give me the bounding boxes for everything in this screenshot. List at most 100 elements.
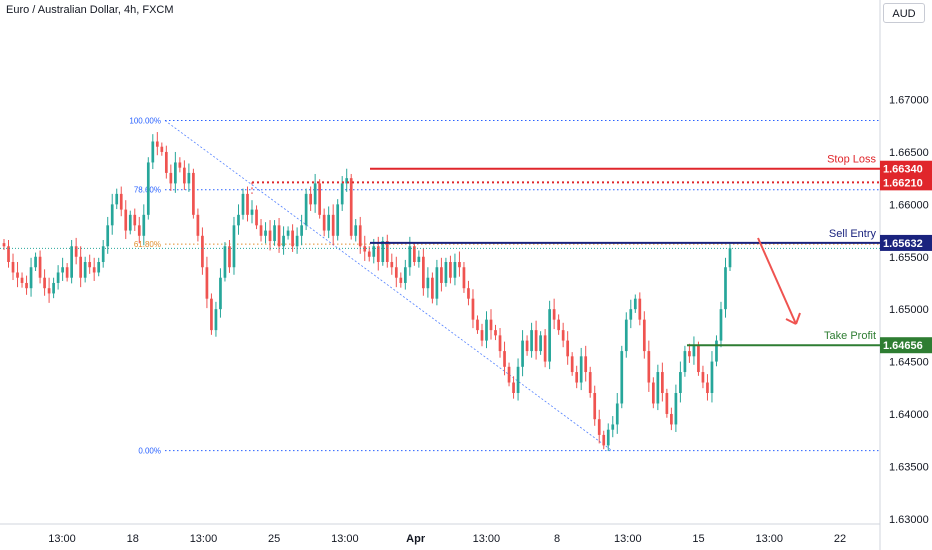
price-tick-label: 1.65000 <box>889 304 929 316</box>
candle-body <box>620 351 624 404</box>
candle <box>394 256 398 288</box>
candle-body <box>435 267 439 299</box>
candle-body <box>624 319 628 352</box>
candle-body <box>688 351 691 357</box>
candle-body <box>295 235 299 247</box>
candle <box>688 343 691 363</box>
candle-body <box>97 262 101 273</box>
candle <box>79 246 83 288</box>
candle <box>683 345 687 377</box>
candle-body <box>309 193 312 205</box>
candle-body <box>611 424 615 430</box>
candle-body <box>489 319 493 331</box>
candle-body <box>43 277 46 289</box>
candle-body <box>584 356 588 373</box>
candle <box>304 188 308 231</box>
candle-body <box>462 267 466 289</box>
candle <box>588 366 592 398</box>
candle <box>467 280 470 306</box>
time-tick-label: 13:00 <box>48 533 76 545</box>
candle-body <box>25 282 28 289</box>
candle <box>133 208 137 231</box>
candle <box>561 322 565 348</box>
candle <box>674 384 678 432</box>
candle <box>552 298 556 330</box>
candle <box>665 388 669 418</box>
candle <box>579 347 583 391</box>
candle <box>566 331 570 365</box>
candle <box>277 217 281 253</box>
price-axis[interactable]: 1.67000 1.66500 1.66000 1.65500 1.65000 1.645… <box>889 95 929 526</box>
candle-body <box>724 267 727 310</box>
candle <box>606 423 610 452</box>
price-tag[interactable] <box>880 174 932 191</box>
candle <box>237 204 240 235</box>
candle-body <box>358 225 362 247</box>
time-tick-label: 13:00 <box>473 533 501 545</box>
candle <box>115 188 119 210</box>
candle-body <box>16 272 19 278</box>
candle-body <box>633 298 637 310</box>
price-tag[interactable] <box>880 337 932 354</box>
candle-body <box>543 335 547 362</box>
candle <box>435 259 439 306</box>
candle <box>489 309 493 340</box>
candle <box>47 277 51 303</box>
candles <box>2 132 732 452</box>
candle-body <box>674 393 678 425</box>
candle-body <box>615 403 619 425</box>
candle <box>485 311 488 349</box>
candle <box>728 244 732 272</box>
candle-body <box>458 262 461 268</box>
candle <box>633 294 637 313</box>
candle <box>503 341 506 376</box>
candle-body <box>656 372 660 404</box>
candle-body <box>205 267 209 299</box>
candle-body <box>74 246 78 257</box>
candle <box>629 299 633 329</box>
trend-line[interactable] <box>164 120 613 451</box>
candle <box>128 210 132 235</box>
candle <box>376 236 380 271</box>
candle <box>458 251 461 277</box>
candle <box>647 340 651 392</box>
candle-body <box>137 225 141 236</box>
fib-trend-line[interactable] <box>164 120 613 451</box>
price-tag[interactable] <box>880 160 932 177</box>
candle-body <box>273 225 276 242</box>
time-axis[interactable]: 13:00 18 13:00 25 13:00 Apr 13:00 8 13:00 15 13:00… <box>48 533 846 545</box>
candle <box>602 430 606 450</box>
candle <box>219 268 222 318</box>
time-tick-label: 22 <box>834 533 846 545</box>
candle-body <box>56 272 60 283</box>
candle-body <box>196 214 200 236</box>
candle <box>110 193 114 235</box>
candle-body <box>467 288 470 299</box>
candle-body <box>557 319 560 331</box>
candle <box>169 164 173 191</box>
price-tick-label: 1.66000 <box>889 199 929 211</box>
candle <box>331 204 335 246</box>
candle <box>530 322 533 358</box>
candle-body <box>219 277 222 310</box>
fibonacci-retracement[interactable]: 100.00%78.60%61.80%0.00% <box>129 117 880 456</box>
currency-button[interactable]: AUD <box>883 3 925 23</box>
candle <box>295 227 299 254</box>
price-tag[interactable] <box>880 234 932 251</box>
candle <box>444 257 448 287</box>
candle-body <box>570 356 574 373</box>
candle-body <box>453 262 457 278</box>
candle-body <box>160 146 164 152</box>
candle-body <box>88 262 92 268</box>
candle <box>232 216 236 275</box>
candle <box>205 256 209 309</box>
candle <box>661 362 664 402</box>
candle-body <box>399 277 403 283</box>
candle <box>16 262 19 288</box>
candle-body <box>124 209 128 231</box>
candle-body <box>642 319 646 352</box>
candle <box>155 132 159 156</box>
candle <box>611 416 615 438</box>
